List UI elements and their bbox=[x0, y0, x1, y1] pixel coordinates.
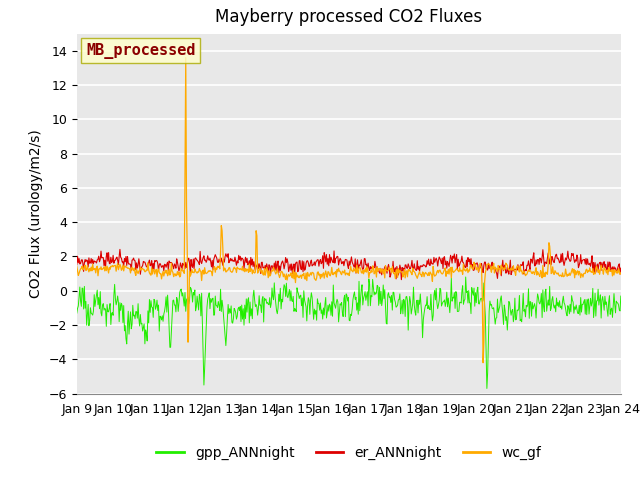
wc_gf bbox=[617, 270, 625, 276]
Y-axis label: CO2 Flux (urology/m2/s): CO2 Flux (urology/m2/s) bbox=[29, 129, 43, 298]
wc_gf bbox=[139, 265, 147, 271]
Legend: gpp_ANNnight, er_ANNnight, wc_gf: gpp_ANNnight, er_ANNnight, wc_gf bbox=[150, 441, 547, 466]
Title: Mayberry processed CO2 Fluxes: Mayberry processed CO2 Fluxes bbox=[215, 9, 483, 26]
er_ANNnight bbox=[73, 262, 81, 267]
gpp_ANNnight bbox=[194, 300, 202, 306]
gpp_ANNnight bbox=[83, 322, 90, 328]
wc_gf bbox=[195, 269, 202, 275]
er_ANNnight bbox=[417, 263, 424, 269]
gpp_ANNnight bbox=[415, 298, 422, 303]
er_ANNnight bbox=[140, 259, 147, 264]
wc_gf bbox=[73, 264, 81, 269]
gpp_ANNnight bbox=[139, 328, 147, 334]
wc_gf bbox=[479, 360, 487, 366]
er_ANNnight bbox=[83, 257, 90, 263]
wc_gf bbox=[182, 55, 189, 60]
gpp_ANNnight bbox=[462, 274, 470, 280]
wc_gf bbox=[431, 273, 439, 278]
er_ANNnight bbox=[397, 277, 405, 283]
Line: gpp_ANNnight: gpp_ANNnight bbox=[77, 277, 621, 388]
er_ANNnight bbox=[223, 254, 231, 260]
wc_gf bbox=[416, 268, 424, 274]
gpp_ANNnight bbox=[73, 310, 81, 316]
er_ANNnight bbox=[433, 255, 440, 261]
wc_gf bbox=[83, 267, 90, 273]
Line: er_ANNnight: er_ANNnight bbox=[77, 250, 621, 280]
er_ANNnight bbox=[195, 260, 202, 265]
wc_gf bbox=[223, 267, 231, 273]
gpp_ANNnight bbox=[483, 385, 491, 391]
gpp_ANNnight bbox=[431, 288, 438, 293]
er_ANNnight bbox=[116, 247, 124, 252]
gpp_ANNnight bbox=[617, 293, 625, 299]
gpp_ANNnight bbox=[223, 331, 230, 336]
Line: wc_gf: wc_gf bbox=[77, 58, 621, 363]
er_ANNnight bbox=[617, 265, 625, 271]
